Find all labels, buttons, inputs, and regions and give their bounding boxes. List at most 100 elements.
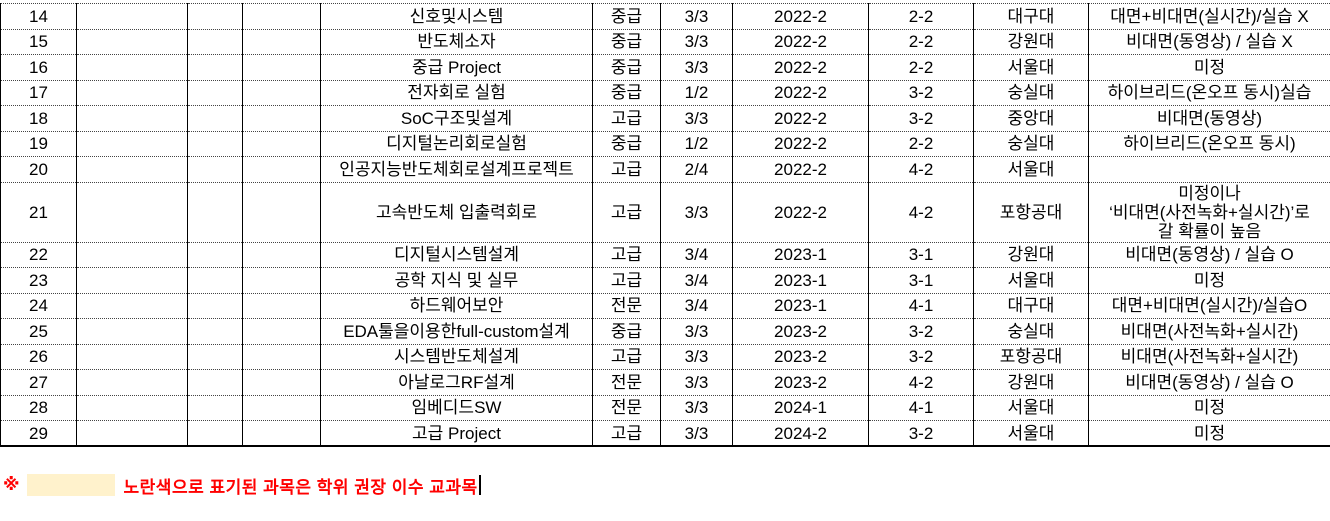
- cell-c[interactable]: [187, 54, 243, 81]
- cell-semester[interactable]: 2023-2: [732, 343, 869, 370]
- cell-course[interactable]: 신호및시스템: [320, 3, 593, 30]
- cell-no[interactable]: 23: [0, 267, 77, 294]
- cell-c[interactable]: [187, 292, 243, 319]
- cell-no[interactable]: 28: [0, 394, 77, 421]
- cell-no[interactable]: 15: [0, 28, 77, 55]
- cell-course[interactable]: 중급 Project: [320, 54, 593, 81]
- cell-b[interactable]: [76, 156, 188, 183]
- cell-b[interactable]: [76, 292, 188, 319]
- cell-grade_term[interactable]: 3-1: [868, 267, 974, 294]
- cell-b[interactable]: [76, 420, 188, 447]
- cell-c[interactable]: [187, 241, 243, 268]
- cell-level[interactable]: 고급: [592, 105, 661, 132]
- cell-d[interactable]: [242, 420, 321, 447]
- cell-course[interactable]: 반도체소자: [320, 28, 593, 55]
- cell-course[interactable]: 전자회로 실험: [320, 79, 593, 106]
- cell-method[interactable]: 하이브리드(온오프 동시): [1088, 130, 1330, 157]
- cell-semester[interactable]: 2024-2: [732, 420, 869, 447]
- cell-credits[interactable]: 3/3: [660, 3, 733, 30]
- cell-semester[interactable]: 2022-2: [732, 79, 869, 106]
- cell-semester[interactable]: 2022-2: [732, 3, 869, 30]
- cell-c[interactable]: [187, 181, 243, 243]
- cell-method[interactable]: 비대면(동영상) / 실습 O: [1088, 369, 1330, 396]
- cell-grade_term[interactable]: 4-1: [868, 394, 974, 421]
- cell-grade_term[interactable]: 2-2: [868, 130, 974, 157]
- cell-university[interactable]: 숭실대: [973, 130, 1089, 157]
- cell-semester[interactable]: 2022-2: [732, 54, 869, 81]
- cell-method[interactable]: 대면+비대면(실시간)/실습 X: [1088, 3, 1330, 30]
- cell-no[interactable]: 21: [0, 181, 77, 243]
- cell-credits[interactable]: 3/3: [660, 105, 733, 132]
- cell-credits[interactable]: 3/4: [660, 267, 733, 294]
- cell-university[interactable]: 대구대: [973, 3, 1089, 30]
- cell-d[interactable]: [242, 343, 321, 370]
- cell-grade_term[interactable]: 4-1: [868, 292, 974, 319]
- cell-b[interactable]: [76, 28, 188, 55]
- cell-level[interactable]: 중급: [592, 130, 661, 157]
- cell-level[interactable]: 전문: [592, 394, 661, 421]
- cell-course[interactable]: 하드웨어보안: [320, 292, 593, 319]
- cell-grade_term[interactable]: 3-2: [868, 420, 974, 447]
- cell-course[interactable]: 인공지능반도체회로설계프로젝트: [320, 156, 593, 183]
- cell-method[interactable]: 비대면(동영상): [1088, 105, 1330, 132]
- cell-university[interactable]: 서울대: [973, 54, 1089, 81]
- cell-level[interactable]: 중급: [592, 28, 661, 55]
- cell-d[interactable]: [242, 369, 321, 396]
- cell-course[interactable]: 고속반도체 입출력회로: [320, 181, 593, 243]
- cell-grade_term[interactable]: 4-2: [868, 369, 974, 396]
- cell-b[interactable]: [76, 369, 188, 396]
- cell-d[interactable]: [242, 394, 321, 421]
- cell-b[interactable]: [76, 241, 188, 268]
- cell-d[interactable]: [242, 318, 321, 345]
- cell-semester[interactable]: 2023-1: [732, 241, 869, 268]
- cell-grade_term[interactable]: 2-2: [868, 3, 974, 30]
- cell-university[interactable]: 강원대: [973, 241, 1089, 268]
- cell-university[interactable]: 포항공대: [973, 181, 1089, 243]
- cell-c[interactable]: [187, 28, 243, 55]
- cell-method[interactable]: 미정: [1088, 420, 1330, 447]
- cell-credits[interactable]: 3/3: [660, 394, 733, 421]
- cell-method[interactable]: 미정: [1088, 54, 1330, 81]
- cell-d[interactable]: [242, 3, 321, 30]
- cell-no[interactable]: 20: [0, 156, 77, 183]
- cell-no[interactable]: 18: [0, 105, 77, 132]
- cell-university[interactable]: 서울대: [973, 156, 1089, 183]
- cell-method[interactable]: 미정이나 ‘비대면(사전녹화+실시간)’로 갈 확률이 높음: [1088, 181, 1330, 243]
- cell-no[interactable]: 17: [0, 79, 77, 106]
- cell-credits[interactable]: 3/3: [660, 28, 733, 55]
- cell-c[interactable]: [187, 3, 243, 30]
- cell-method[interactable]: 비대면(동영상) / 실습 X: [1088, 28, 1330, 55]
- cell-grade_term[interactable]: 3-2: [868, 79, 974, 106]
- cell-university[interactable]: 강원대: [973, 28, 1089, 55]
- cell-method[interactable]: 비대면(사전녹화+실시간): [1088, 343, 1330, 370]
- cell-course[interactable]: 아날로그RF설계: [320, 369, 593, 396]
- cell-b[interactable]: [76, 318, 188, 345]
- cell-grade_term[interactable]: 2-2: [868, 54, 974, 81]
- cell-credits[interactable]: 3/3: [660, 318, 733, 345]
- cell-grade_term[interactable]: 4-2: [868, 181, 974, 243]
- cell-c[interactable]: [187, 267, 243, 294]
- cell-d[interactable]: [242, 54, 321, 81]
- cell-b[interactable]: [76, 267, 188, 294]
- cell-c[interactable]: [187, 369, 243, 396]
- cell-university[interactable]: 대구대: [973, 292, 1089, 319]
- cell-no[interactable]: 19: [0, 130, 77, 157]
- cell-grade_term[interactable]: 3-2: [868, 105, 974, 132]
- cell-credits[interactable]: 3/3: [660, 343, 733, 370]
- cell-level[interactable]: 고급: [592, 156, 661, 183]
- footnote-text[interactable]: 노란색으로 표기된 과목은 학위 권장 이수 교과목: [123, 477, 478, 497]
- cell-university[interactable]: 중앙대: [973, 105, 1089, 132]
- cell-semester[interactable]: 2022-2: [732, 156, 869, 183]
- cell-level[interactable]: 고급: [592, 267, 661, 294]
- cell-level[interactable]: 중급: [592, 318, 661, 345]
- cell-semester[interactable]: 2023-1: [732, 292, 869, 319]
- cell-method[interactable]: 대면+비대면(실시간)/실습O: [1088, 292, 1330, 319]
- cell-b[interactable]: [76, 343, 188, 370]
- cell-method[interactable]: 미정: [1088, 394, 1330, 421]
- cell-d[interactable]: [242, 267, 321, 294]
- cell-credits[interactable]: 3/4: [660, 292, 733, 319]
- cell-university[interactable]: 서울대: [973, 420, 1089, 447]
- cell-credits[interactable]: 1/2: [660, 79, 733, 106]
- cell-c[interactable]: [187, 105, 243, 132]
- cell-grade_term[interactable]: 4-2: [868, 156, 974, 183]
